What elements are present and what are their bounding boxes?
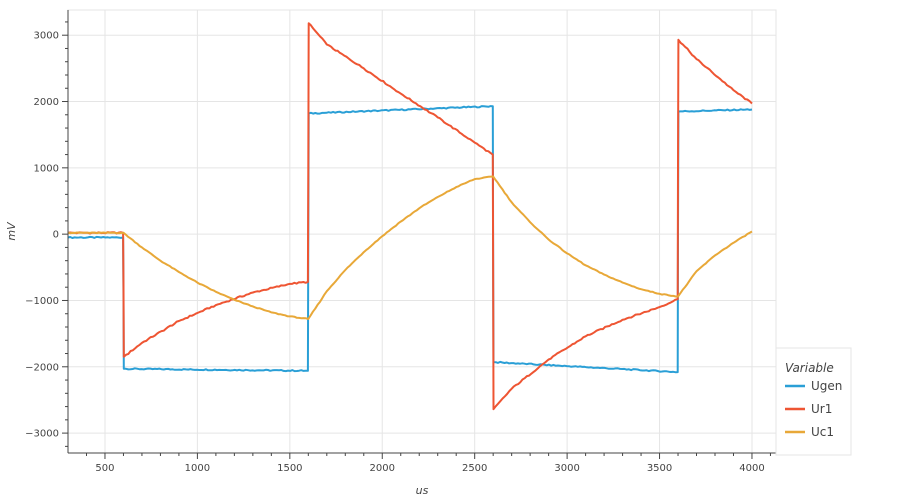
legend-box [775, 347, 852, 456]
y-tick-label: −3000 [25, 429, 59, 440]
plot-area [67, 9, 777, 454]
series-layer [67, 22, 753, 411]
x-tick-label: 4000 [739, 463, 764, 474]
legend-items: Ugen Ur1 Uc1 [785, 379, 842, 439]
y-axis-title: mV [5, 221, 18, 241]
x-axis-title: us [416, 484, 429, 497]
uc1-series-line [67, 175, 753, 320]
ugen-series-line [67, 105, 753, 374]
y-tick-label: −2000 [25, 362, 59, 373]
legend: Variable Ugen Ur1 Uc1 [775, 347, 852, 456]
y-tick-label: 3000 [34, 31, 59, 42]
x-tick-label: 500 [95, 463, 114, 474]
legend-label-uc1: Uc1 [811, 425, 834, 439]
grid-lines [68, 10, 776, 453]
x-tick-label: 2500 [462, 463, 487, 474]
x-tick-label: 1500 [277, 463, 302, 474]
y-tick-label: 1000 [34, 163, 59, 174]
legend-title: Variable [785, 361, 834, 375]
y-tick-label: 0 [53, 230, 59, 241]
x-tick-label: 1000 [185, 463, 210, 474]
axes: 500 1000 1500 2000 2500 3000 3500 4000 −3000 −200… [25, 10, 776, 474]
x-tick-label: 3000 [554, 463, 579, 474]
legend-label-ur1: Ur1 [811, 402, 832, 416]
x-tick-label: 2000 [370, 463, 395, 474]
y-tick-label: 2000 [34, 97, 59, 108]
ur1-series-line [67, 22, 753, 411]
legend-label-ugen: Ugen [811, 379, 842, 393]
x-tick-label: 3500 [647, 463, 672, 474]
y-tick-label: −1000 [25, 296, 59, 307]
